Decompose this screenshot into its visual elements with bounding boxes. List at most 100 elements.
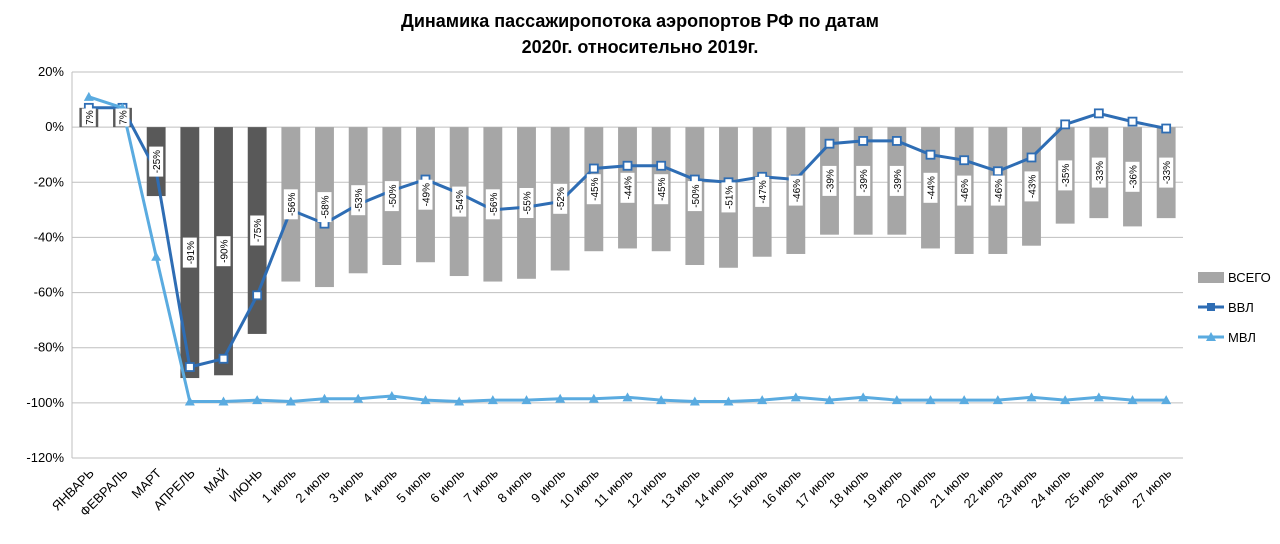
y-tick-label: 20% <box>38 64 64 79</box>
bar-label-bg <box>957 175 972 206</box>
marker <box>656 395 667 405</box>
bar-label: -39% <box>856 165 871 196</box>
bar-label-text: -75% <box>253 219 264 242</box>
bar-label-bg <box>620 172 635 203</box>
marker <box>824 395 835 405</box>
bar-label: -44% <box>620 172 635 203</box>
bar-label-text: -56% <box>287 193 298 216</box>
x-tick-label: 2 июль <box>292 465 332 505</box>
bar-label-text: -46% <box>792 179 803 202</box>
marker <box>285 396 296 406</box>
bar-label: -33% <box>1159 157 1174 188</box>
bar-label-bg <box>788 175 803 206</box>
bar-label-text: -25% <box>152 150 163 173</box>
marker <box>588 393 599 403</box>
bar-label-text: -33% <box>1162 161 1173 184</box>
marker <box>184 396 195 406</box>
bar-label-bg <box>283 189 298 220</box>
bar-label-bg <box>822 165 837 196</box>
bar-label: -46% <box>788 175 803 206</box>
bar-label-bg <box>889 165 904 196</box>
bar-label-text: -49% <box>422 183 433 206</box>
marker <box>790 392 801 402</box>
chart-title: Динамика пассажиропотока аэропортов РФ п… <box>0 8 1280 60</box>
bar-label: -53% <box>351 185 366 216</box>
bar-label-bg <box>81 108 96 127</box>
legend-swatch-marker <box>1207 303 1215 311</box>
y-tick-label: 0% <box>45 119 64 134</box>
marker <box>1026 392 1037 402</box>
bar-label: -43% <box>1024 171 1039 202</box>
marker <box>1161 123 1172 134</box>
bar-label-text: -35% <box>1061 164 1072 187</box>
bar-label: -75% <box>250 215 265 246</box>
marker <box>959 395 970 405</box>
bar-label: -39% <box>889 165 904 196</box>
bar-label-bg <box>250 215 265 246</box>
bar-label-text: -47% <box>758 180 769 203</box>
bar-label: -33% <box>1091 157 1106 188</box>
legend-label-domestic: ВВЛ <box>1228 300 1254 315</box>
y-tick-label: -60% <box>34 285 65 300</box>
bar-label-bg <box>485 189 500 220</box>
bar-label-text: -46% <box>960 179 971 202</box>
marker <box>218 396 229 406</box>
bar-label-bg <box>452 186 467 217</box>
x-tick-label: 8 июль <box>494 465 534 505</box>
bar-label-bg <box>856 165 871 196</box>
bar-label-text: -50% <box>388 184 399 207</box>
marker <box>925 395 936 405</box>
bar-label: -55% <box>519 188 534 218</box>
bar-label: -46% <box>990 175 1005 206</box>
bar-label: -50% <box>687 181 702 212</box>
marker <box>1026 152 1037 163</box>
bar-label-text: -39% <box>826 169 837 192</box>
bar-label-text: -91% <box>186 241 197 264</box>
bar-label-bg <box>351 185 366 216</box>
bar-label-text: -53% <box>354 188 365 211</box>
x-tick-label: ИЮНЬ <box>226 466 265 505</box>
marker <box>319 393 330 403</box>
x-tick-label: 6 июль <box>427 465 467 505</box>
bar-label-bg <box>216 236 231 267</box>
marker <box>891 395 902 405</box>
bar-label-text: -44% <box>624 176 635 199</box>
marker <box>959 155 970 166</box>
bar-label-text: -90% <box>220 239 231 262</box>
bar-label-bg <box>990 175 1005 206</box>
marker <box>588 163 599 174</box>
marker <box>83 91 94 101</box>
bar-label-bg <box>418 179 433 210</box>
legend-label-total: ВСЕГО <box>1228 270 1271 285</box>
y-tick-label: -100% <box>26 395 64 410</box>
legend-swatch-marker <box>1206 332 1216 341</box>
bar-label-bg <box>384 181 399 212</box>
marker <box>891 136 902 146</box>
marker <box>992 166 1003 177</box>
bar-label-bg <box>721 182 736 213</box>
y-tick-label: -120% <box>26 450 64 465</box>
chart-title-line2: 2020г. относительно 2019г. <box>521 37 759 57</box>
bar-label-text: -46% <box>994 179 1005 202</box>
bar-label: -56% <box>283 189 298 220</box>
bar-label-bg <box>553 183 568 214</box>
x-tick-label: 4 июль <box>360 465 400 505</box>
bar-label-text: -56% <box>489 193 500 216</box>
bar-label-text: -54% <box>455 190 466 213</box>
bar-label-bg <box>1024 171 1039 202</box>
bar-label: -36% <box>1125 161 1140 192</box>
bar-label-bg <box>687 181 702 212</box>
marker <box>622 160 633 171</box>
marker <box>757 395 768 405</box>
marker <box>992 395 1003 405</box>
bar-label: -45% <box>586 174 601 205</box>
bar-label: -35% <box>1058 160 1073 191</box>
bar-label-bg <box>182 237 197 268</box>
bar-label: -45% <box>654 174 669 205</box>
marker <box>824 138 835 149</box>
marker <box>858 392 869 402</box>
x-tick-label: 5 июль <box>393 465 433 505</box>
bar-label-bg <box>654 174 669 205</box>
bar-label-text: -50% <box>691 184 702 207</box>
marker <box>252 290 263 301</box>
